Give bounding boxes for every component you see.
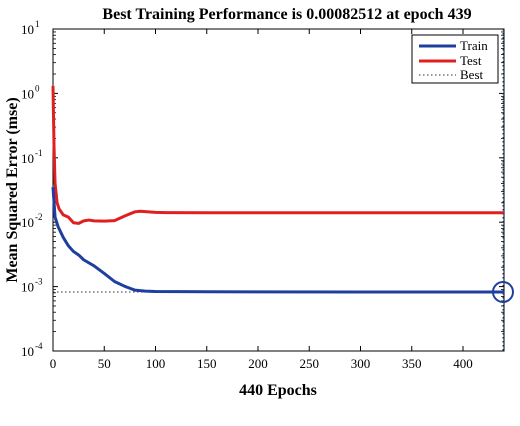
legend-label-best: Best bbox=[460, 67, 484, 82]
x-tick-label: 350 bbox=[402, 356, 422, 371]
y-tick-exponent: -1 bbox=[35, 148, 43, 158]
x-tick-label: 400 bbox=[453, 356, 473, 371]
y-tick-label: 10 bbox=[21, 280, 34, 295]
y-tick-label: 10 bbox=[21, 151, 34, 166]
series-layer bbox=[51, 86, 504, 294]
y-axis-label: Mean Squared Error (mse) bbox=[4, 97, 21, 282]
series-line-test bbox=[51, 86, 504, 225]
x-axis-label: 440 Epochs bbox=[239, 382, 317, 399]
y-tick-label: 10 bbox=[21, 22, 34, 37]
legend-label-train: Train bbox=[460, 38, 488, 53]
y-tick-exponent: -2 bbox=[35, 212, 43, 222]
x-tick-label: 50 bbox=[98, 356, 111, 371]
legend: Train Test Best bbox=[411, 34, 499, 84]
x-tick-label: 150 bbox=[197, 356, 217, 371]
y-tick-exponent: 0 bbox=[35, 83, 40, 93]
y-tick-label: 10 bbox=[21, 86, 34, 101]
y-tick-exponent: 1 bbox=[35, 19, 40, 29]
y-tick-label: 10 bbox=[21, 344, 34, 359]
x-tick-label: 100 bbox=[146, 356, 166, 371]
x-tick-label: 300 bbox=[351, 356, 371, 371]
x-tick-label: 200 bbox=[248, 356, 268, 371]
chart-title: Best Training Performance is 0.00082512 … bbox=[102, 6, 471, 23]
y-tick-label: 10 bbox=[21, 215, 34, 230]
legend-label-test: Test bbox=[460, 53, 482, 68]
x-axis: 0 50 100 150 200 250 300 350 400 bbox=[50, 29, 473, 371]
y-tick-exponent: -4 bbox=[35, 341, 43, 351]
x-tick-label: 250 bbox=[300, 356, 320, 371]
series-line-train bbox=[51, 187, 504, 294]
x-tick-label: 0 bbox=[50, 356, 57, 371]
y-tick-exponent: -3 bbox=[35, 277, 43, 287]
